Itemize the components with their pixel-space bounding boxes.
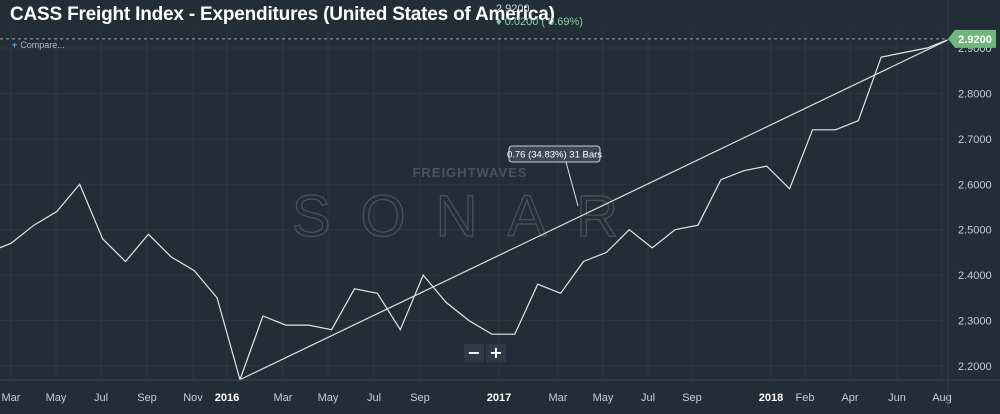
- y-tick-label: 2.6000: [958, 179, 992, 191]
- x-tick-label: Nov: [183, 392, 203, 404]
- y-tick-label: 2.5000: [958, 225, 992, 237]
- x-tick-label: 2016: [215, 392, 239, 404]
- sonar-watermark: FREIGHTWAVES SONAR: [291, 165, 648, 250]
- x-tick-label: May: [46, 392, 67, 404]
- x-tick-label: May: [318, 392, 339, 404]
- annotation-label: 0.76 (34.83%) 31 Bars: [507, 150, 602, 161]
- up-arrow-icon: ♦: [496, 16, 502, 28]
- x-tick-label: Apr: [841, 392, 858, 404]
- last-price: 2.9200: [496, 3, 530, 15]
- price-change-value: 0.0200 ( 0.69%): [504, 16, 583, 28]
- plus-icon: +: [12, 40, 18, 50]
- y-tick-label: 2.3000: [958, 316, 992, 328]
- price-change: ♦ 0.0200 ( 0.69%): [496, 16, 583, 29]
- x-tick-label: Jul: [94, 392, 108, 404]
- y-tick-label: 2.8000: [958, 88, 992, 100]
- chart-title: CASS Freight Index - Expenditures (Unite…: [10, 4, 555, 25]
- watermark-product: SONAR: [292, 184, 648, 249]
- compare-button[interactable]: + Compare...: [12, 40, 65, 50]
- zoom-in-button[interactable]: +: [486, 344, 506, 362]
- x-tick-label: Sep: [682, 392, 702, 404]
- x-tick-label: Sep: [410, 392, 430, 404]
- last-price-tag-label: 2.9200: [958, 34, 992, 46]
- x-tick-label: May: [593, 392, 614, 404]
- annotation-box: [508, 145, 601, 163]
- compare-label: Compare...: [20, 40, 65, 50]
- x-tick-label: Sep: [137, 392, 157, 404]
- series-line: [0, 38, 951, 382]
- x-tick-label: Feb: [796, 392, 815, 404]
- x-tick-label: 2018: [759, 392, 783, 404]
- x-tick-label: Mar: [274, 392, 293, 404]
- last-price-tag-shape: [948, 29, 996, 48]
- x-tick-label: Jul: [367, 392, 381, 404]
- annotation-layer: 0.76 (34.83%) 31 Bars: [507, 145, 602, 207]
- x-tick-label: Mar: [549, 392, 568, 404]
- zoom-out-button[interactable]: −: [464, 344, 484, 362]
- x-tick-label: Aug: [932, 392, 952, 404]
- y-tick-label: 2.4000: [958, 270, 992, 282]
- zoom-controls: − +: [464, 344, 506, 362]
- y-tick-label: 2.2000: [958, 361, 992, 373]
- x-tick-label: Jul: [641, 392, 655, 404]
- price-summary: 2.9200 ♦ 0.0200 ( 0.69%): [496, 3, 583, 29]
- grid-layer: [0, 30, 944, 380]
- watermark-brand: FREIGHTWAVES: [412, 165, 527, 180]
- annotation-pointer: [565, 161, 579, 207]
- series-layer: [0, 38, 951, 382]
- x-tick-label: Mar: [2, 392, 21, 404]
- x-tick-label: 2017: [487, 392, 511, 404]
- x-tick-label: Jun: [888, 392, 906, 404]
- trend-line: [239, 38, 951, 381]
- y-tick-label: 2.7000: [958, 134, 992, 146]
- last-price-tag: 2.9200: [948, 29, 996, 48]
